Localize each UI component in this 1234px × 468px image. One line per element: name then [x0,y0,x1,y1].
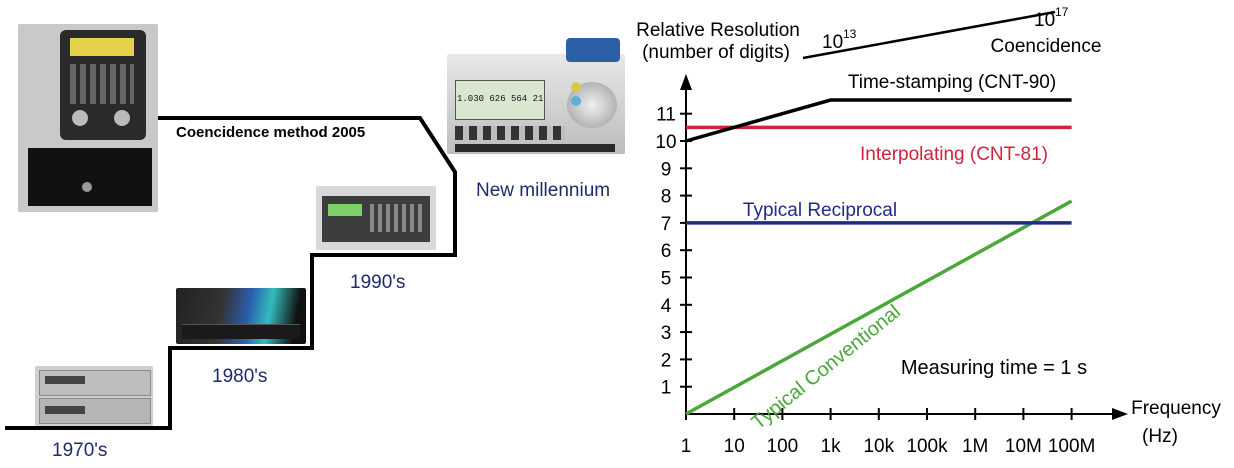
era-label-1970s: 1970's [52,440,108,461]
y-tick-label: 6 [661,241,672,262]
x-tick-label: 100k [906,436,948,457]
y-tick-label: 1 [661,378,672,399]
x-axis-arrow-icon [1112,408,1128,420]
series-line [685,199,1073,416]
measuring-time-annotation: Measuring time = 1 s [901,357,1087,379]
coincidence-end-base: 10 [1034,10,1055,31]
coincidence-method-label: Coencidence method 2005 [176,124,366,141]
x-tick-label: 1M [962,436,988,457]
y-tick-label: 3 [661,323,672,344]
instrument-photo-1990s [316,186,436,250]
series-label: Typical Reciprocal [743,200,897,221]
y-tick-label: 10 [655,132,676,153]
y-tick-label: 5 [661,269,672,290]
coincidence-start-exponent: 13 [843,27,857,41]
era-label-new-millennium: New millennium [476,180,611,201]
counter-display-reading: 1.030 626 564 215 6 Hz [457,94,543,104]
series-label: Interpolating (CNT-81) [860,144,1048,165]
y-tick-label: 4 [661,296,672,317]
x-tick-label: 1k [821,436,842,457]
era-label-1990s: 1990's [350,272,406,293]
x-tick-label: 10 [724,436,745,457]
x-tick-label: 10k [863,436,894,457]
y-axis-label: Relative Resolution [636,20,800,41]
coincidence-setup-photo [18,24,158,212]
era-label-1980s: 1980's [212,366,268,387]
y-tick-label: 9 [661,159,672,180]
y-tick-label: 2 [661,350,672,371]
x-tick-label: 1 [681,436,692,457]
y-tick-label: 7 [661,214,672,235]
coincidence-start-base: 10 [822,32,843,53]
timeline-panel: 1.030 626 564 215 6 Hz 1970's 1980's 199… [5,24,625,461]
coincidence-line [802,10,1056,60]
series-label: Time-stamping (CNT-90) [848,72,1056,93]
coincidence-end-exponent: 17 [1055,5,1069,19]
staircase-line [5,116,457,430]
x-tick-label: 10M [1005,436,1042,457]
y-tick-label: 8 [661,187,672,208]
x-tick-label: 100M [1048,436,1096,457]
y-axis-arrow-icon [680,74,692,90]
instrument-photo-new-millennium: 1.030 626 564 215 6 Hz [447,54,625,154]
x-tick-label: 100 [767,436,799,457]
y-axis-label-units: (number of digits) [642,42,790,63]
coincidence-label: Coencidence [991,36,1102,57]
y-tick-label: 11 [656,105,676,126]
x-axis-label: Frequency [1131,398,1221,419]
instrument-photo-1970s [35,366,153,426]
instrument-photo-1980s [176,288,306,344]
brand-logo-icon [566,38,620,62]
x-axis-label-units: (Hz) [1142,426,1178,447]
series-line [685,98,1072,143]
